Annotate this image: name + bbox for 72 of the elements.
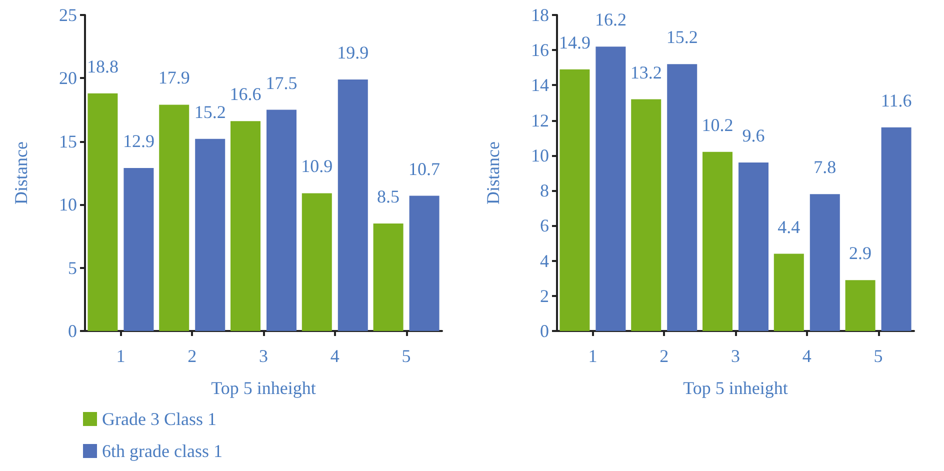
data-label: 16.6 [230, 84, 262, 104]
bar [774, 254, 804, 331]
data-label: 14.9 [558, 32, 590, 52]
y-tick-label: 10 [59, 194, 77, 215]
data-label: 12.9 [122, 130, 154, 151]
bar [409, 196, 440, 331]
data-label: 11.6 [880, 90, 912, 110]
data-label: 10.9 [301, 156, 333, 176]
y-tick-label: 20 [59, 68, 77, 88]
data-label: 7.8 [814, 157, 836, 178]
y-tick-label: 10 [531, 145, 549, 166]
x-tick-label: 2 [188, 346, 197, 366]
bar [596, 46, 626, 331]
bar [845, 280, 876, 331]
data-label: 15.2 [194, 102, 226, 122]
legend-label: 6th grade class 1 [102, 441, 222, 461]
bar [667, 64, 698, 331]
x-tick-label: 5 [874, 346, 883, 366]
x-axis-title: Top 5 inheight [683, 378, 788, 398]
x-tick-label: 1 [588, 346, 598, 366]
bar [302, 193, 332, 331]
y-tick-label: 16 [531, 40, 549, 60]
y-tick-label: 5 [68, 258, 77, 278]
bar [195, 138, 226, 331]
data-label: 19.9 [337, 42, 369, 62]
bar [560, 69, 590, 331]
x-tick-label: 1 [116, 346, 126, 366]
x-tick-label: 5 [402, 346, 411, 366]
x-tick-label: 3 [731, 346, 740, 366]
x-tick-label: 3 [259, 346, 268, 366]
data-label: 16.2 [594, 10, 626, 30]
y-tick-label: 14 [531, 75, 549, 96]
bar [159, 104, 190, 331]
data-label: 8.5 [377, 186, 400, 207]
y-axis-title: Distance [483, 142, 503, 204]
x-axis-title: Top 5 inheight [211, 378, 316, 398]
data-label: 17.9 [158, 68, 190, 88]
y-tick-label: 0 [540, 321, 549, 341]
data-label: 15.2 [666, 27, 698, 48]
data-label: 2.9 [849, 243, 872, 264]
data-label: 13.2 [630, 62, 662, 82]
y-tick-label: 12 [531, 110, 549, 130]
bar [338, 79, 368, 331]
data-label: 10.2 [702, 114, 734, 135]
bar [230, 121, 260, 331]
legend-label: Grade 3 Class 1 [102, 409, 216, 429]
x-tick-label: 4 [330, 346, 340, 366]
x-tick-label: 2 [660, 346, 669, 366]
y-tick-label: 0 [68, 321, 77, 341]
x-tick-label: 4 [802, 346, 812, 366]
bar [881, 127, 912, 331]
y-tick-label: 2 [540, 286, 549, 306]
data-label: 10.7 [408, 158, 440, 179]
y-tick-label: 18 [531, 5, 549, 25]
data-label: 18.8 [86, 56, 118, 76]
y-tick-label: 25 [59, 5, 77, 25]
bar [266, 110, 296, 331]
bar [810, 194, 840, 331]
bar [88, 93, 118, 331]
y-tick-label: 4 [540, 250, 549, 271]
bar [702, 152, 732, 331]
y-tick-label: 6 [540, 216, 549, 236]
data-label: 17.5 [266, 72, 298, 93]
bar [631, 99, 662, 331]
y-tick-label: 8 [540, 180, 549, 201]
bar [373, 224, 404, 331]
data-label: 9.6 [742, 125, 765, 146]
y-tick-label: 15 [59, 131, 77, 152]
data-label: 4.4 [778, 216, 800, 237]
bar [738, 162, 768, 331]
y-axis-title: Distance [11, 142, 31, 204]
bar [124, 168, 154, 331]
